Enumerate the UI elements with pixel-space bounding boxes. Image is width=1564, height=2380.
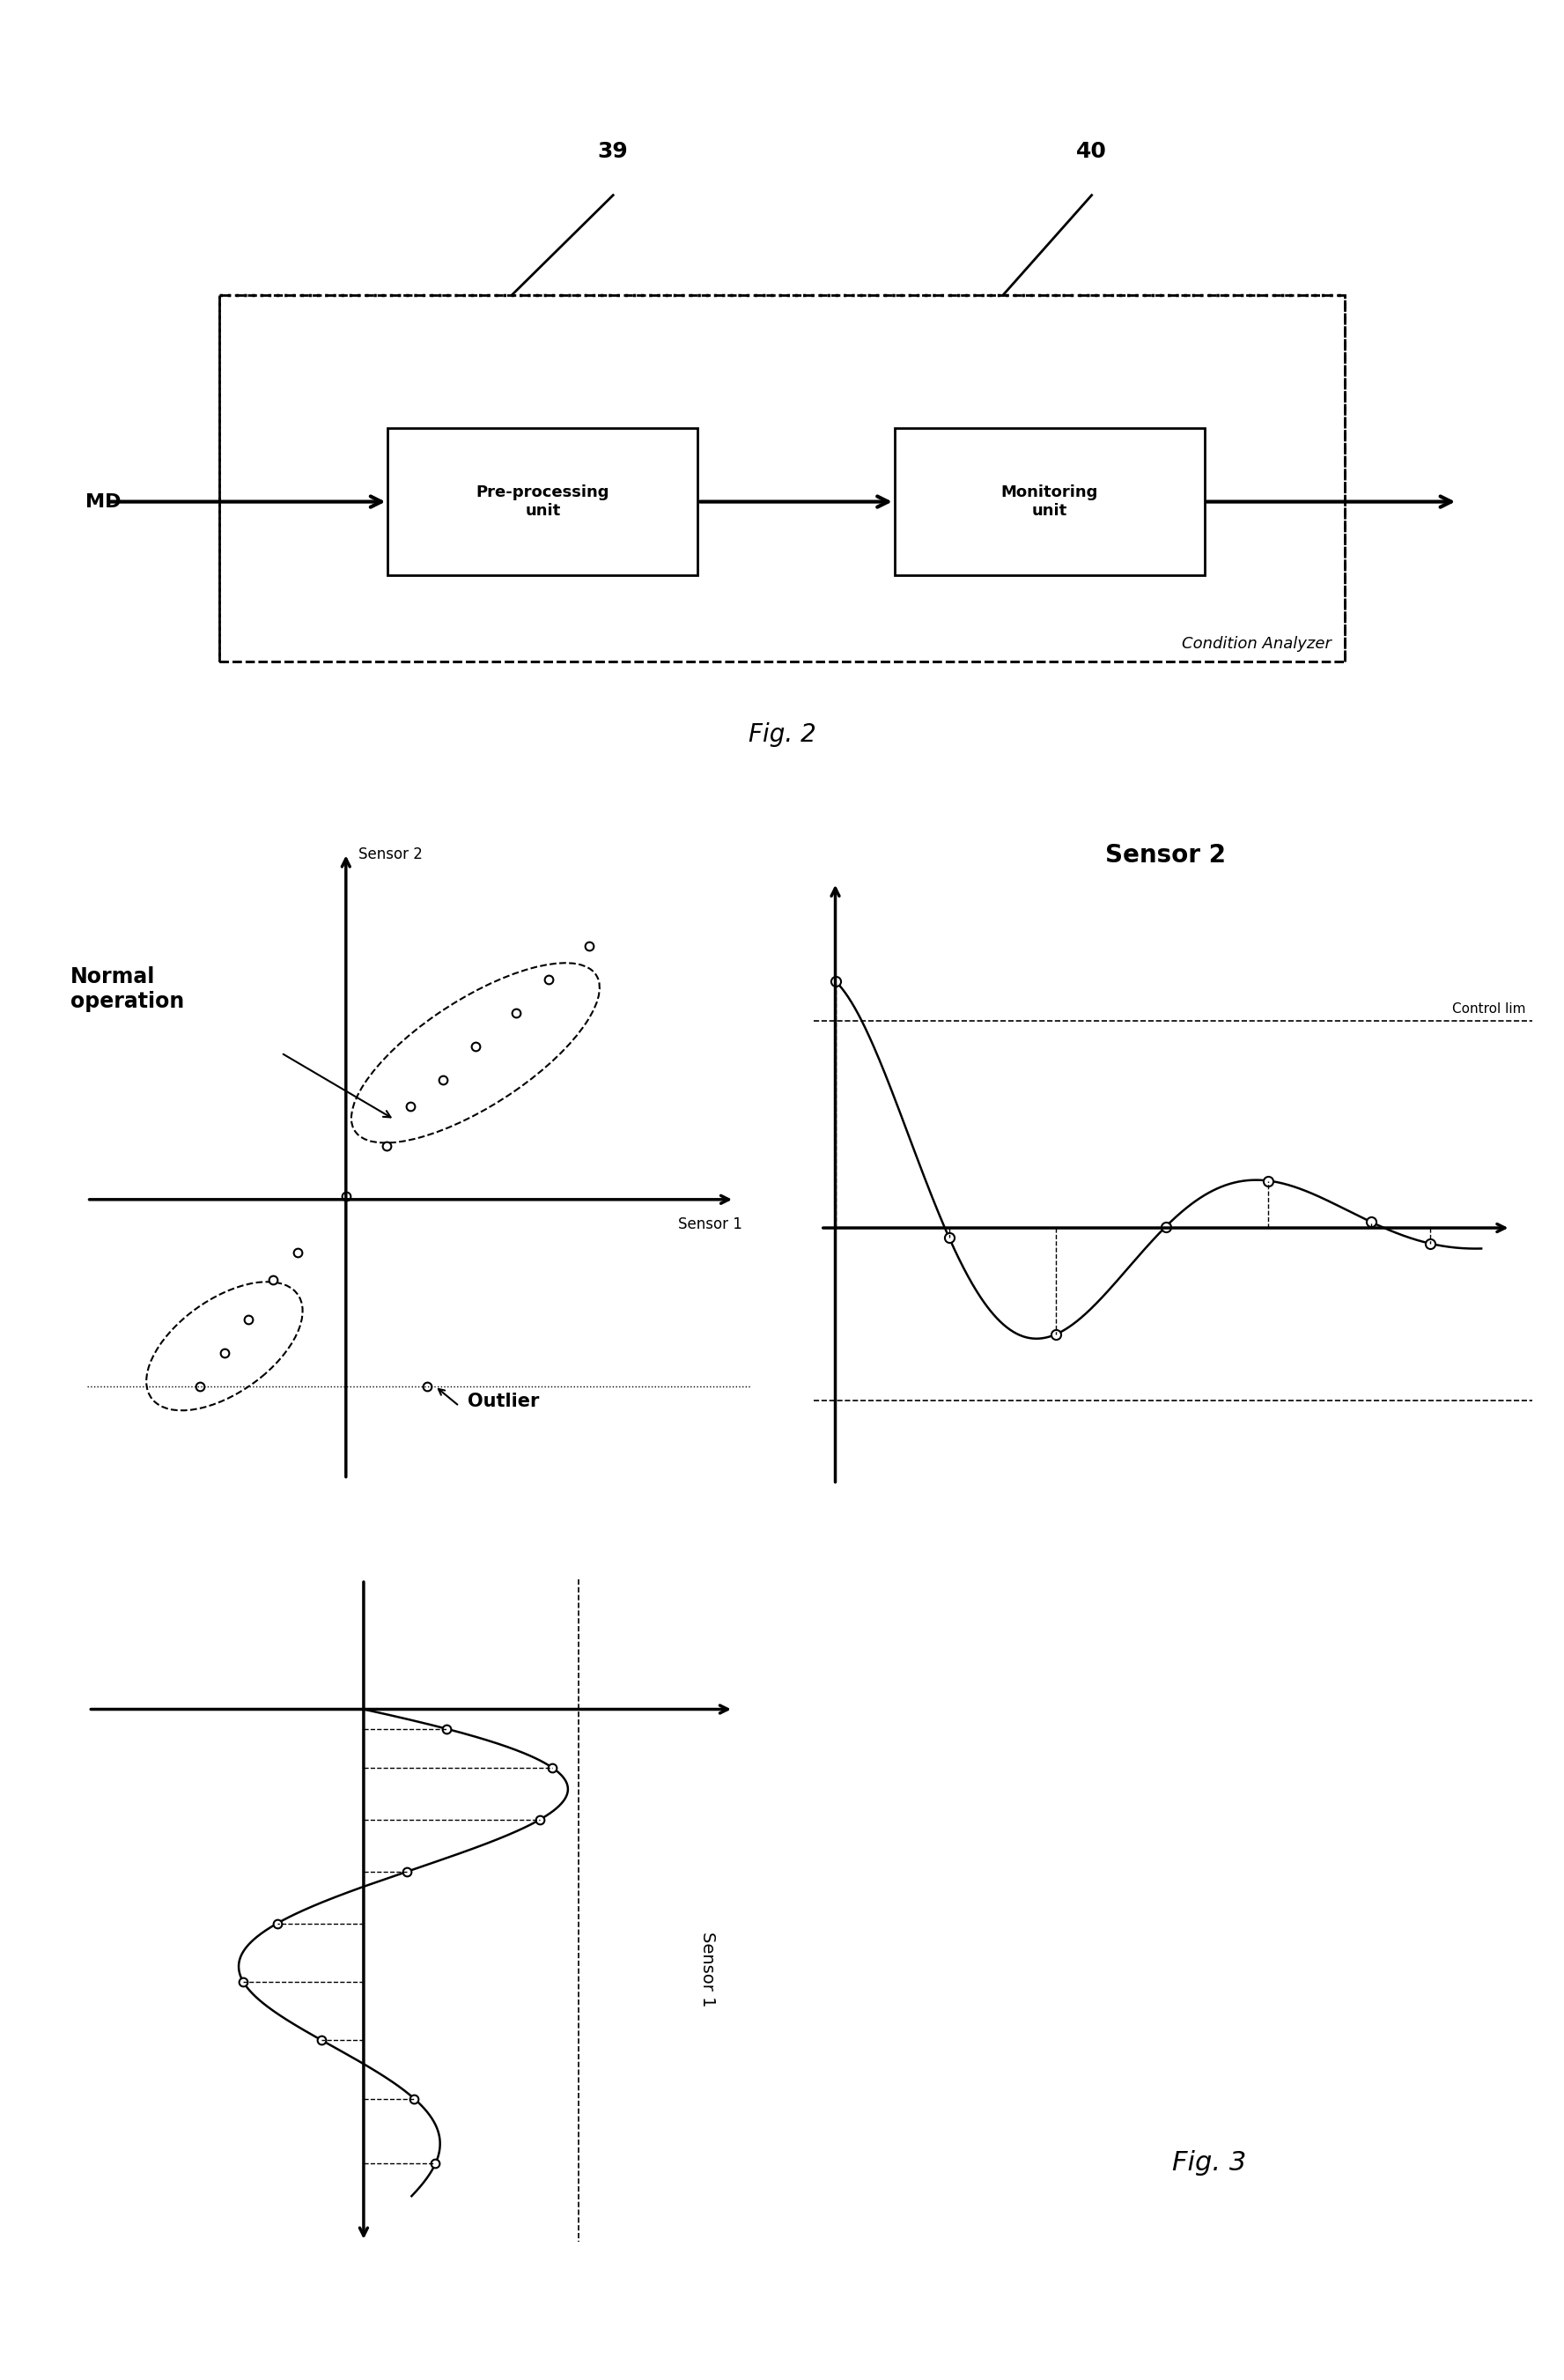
- Text: Sensor 2: Sensor 2: [1106, 843, 1226, 869]
- Text: Sensor 2: Sensor 2: [358, 847, 422, 862]
- Bar: [388, 428, 698, 576]
- Bar: [219, 295, 1345, 662]
- Text: Fig. 2: Fig. 2: [748, 724, 816, 747]
- Text: Fig. 3: Fig. 3: [1171, 2149, 1247, 2175]
- Bar: [895, 428, 1204, 576]
- Text: Condition Analyzer: Condition Analyzer: [1181, 635, 1331, 652]
- Text: MD: MD: [84, 493, 120, 512]
- Text: 39: 39: [597, 140, 629, 162]
- Text: 40: 40: [1076, 140, 1107, 162]
- Text: Normal
operation: Normal operation: [70, 966, 185, 1012]
- Text: Outlier: Outlier: [468, 1392, 540, 1411]
- Text: Sensor 1: Sensor 1: [679, 1216, 743, 1233]
- Text: Sensor 1: Sensor 1: [699, 1930, 716, 2006]
- Text: Monitoring
unit: Monitoring unit: [1001, 486, 1098, 519]
- Text: Pre-processing
unit: Pre-processing unit: [475, 486, 610, 519]
- Text: Control lim: Control lim: [1451, 1002, 1525, 1016]
